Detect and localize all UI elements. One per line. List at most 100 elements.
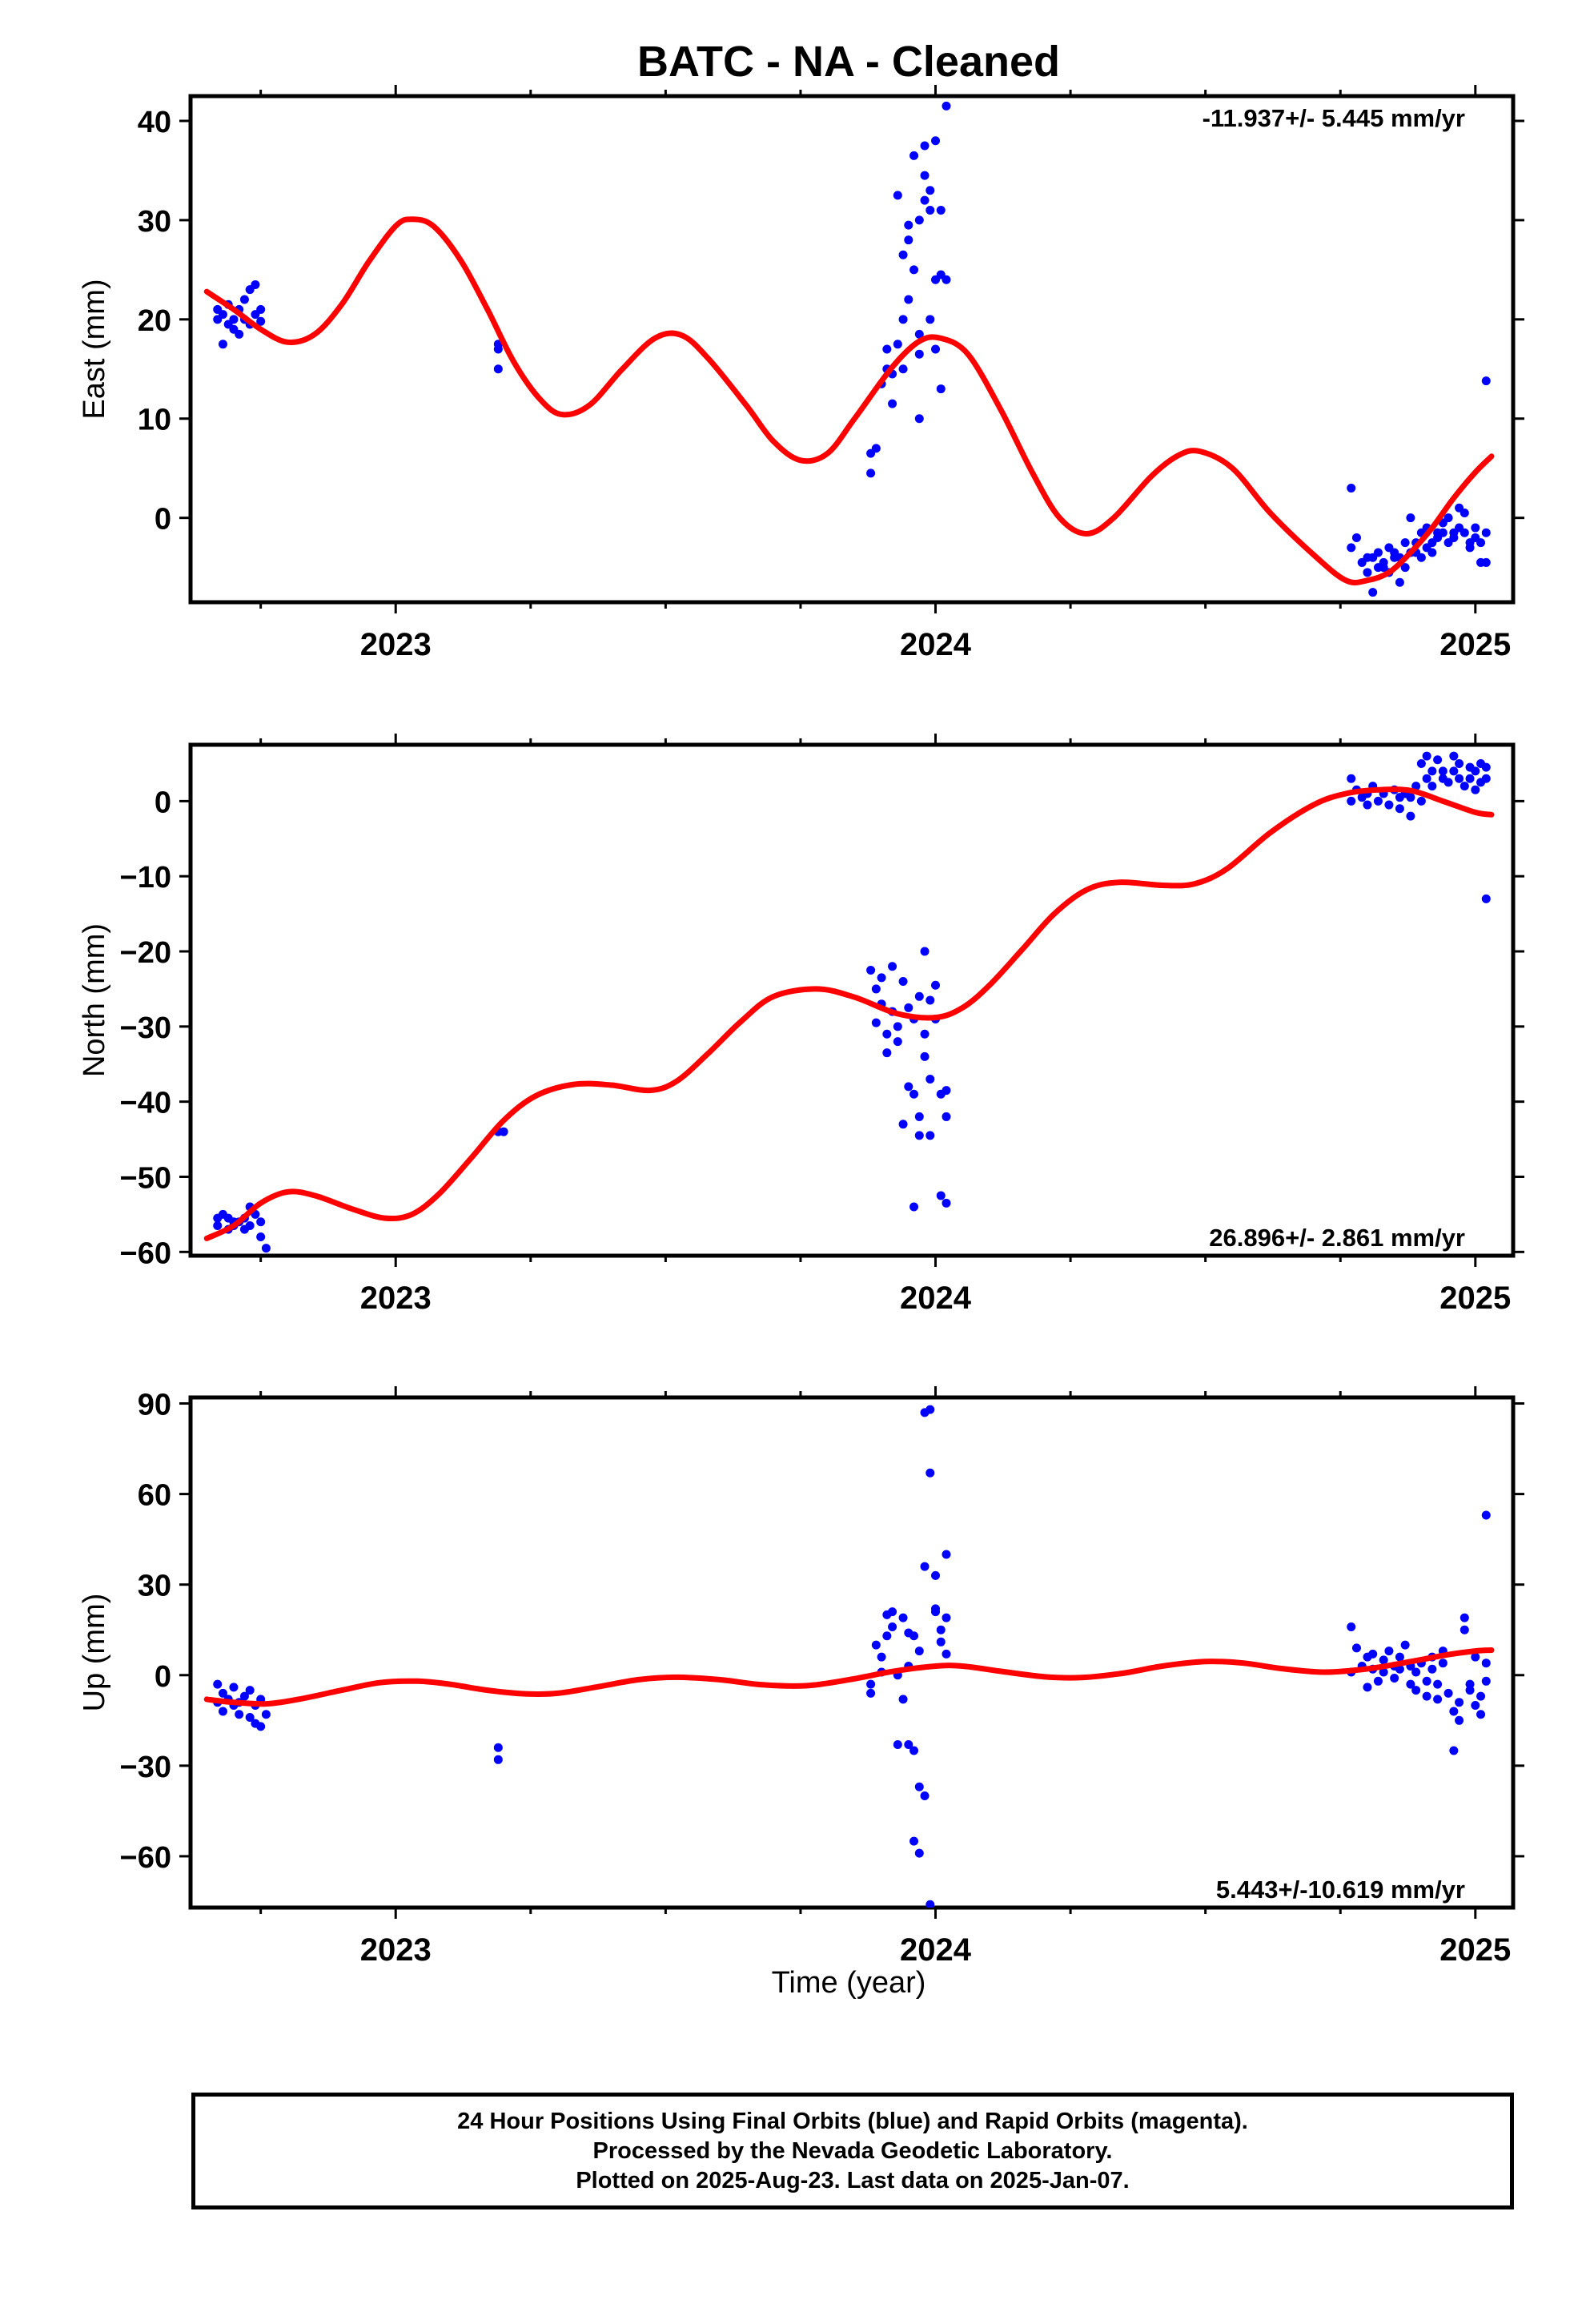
y-tick-label: −10 [120,861,171,895]
x-tick-label: 2023 [360,1932,432,1968]
data-point [1400,1640,1410,1650]
data-point [866,965,876,975]
x-tick-label: 2025 [1439,1932,1511,1968]
x-axis-label: Time (year) [772,1966,926,2000]
y-tick-label: 0 [155,786,171,819]
data-point [1422,751,1431,761]
y-tick-label: 20 [138,304,171,338]
data-point [888,962,897,971]
data-point [229,315,239,324]
data-point [877,973,886,983]
data-point [499,1127,508,1136]
data-point [1406,1679,1415,1689]
data-point [1379,1667,1388,1677]
data-point [898,1695,908,1704]
data-point [893,1037,902,1047]
panel-2: 2023 2024 2025 0 −10 −20 −30 −40 −50 −60 North (mm… [78,734,1524,1316]
data-point [909,151,919,160]
data-point [1438,1659,1447,1668]
x-tick-label: 2024 [900,627,972,662]
plot-frame [188,1395,1516,1910]
data-point [1481,762,1491,772]
data-point [920,1791,930,1801]
x-tick-label: 2025 [1439,1281,1511,1316]
data-point [942,1649,951,1659]
data-point [213,1220,223,1230]
data-point [256,316,266,326]
data-point [1395,1652,1404,1662]
data-point [239,295,249,304]
y-tick-label: 10 [138,404,171,437]
data-point [1347,774,1356,783]
data-point [1443,1688,1453,1698]
y-tick-label: 0 [155,1660,171,1694]
data-point [245,1686,255,1695]
data-point [898,250,908,259]
panels: 2023 2024 2025 0 10 20 30 40 East (mm) -11.937+/-… [78,85,1524,1968]
data-point [893,1022,902,1031]
data-point [1476,1691,1486,1701]
data-point [229,1683,239,1692]
data-point [218,340,227,349]
data-point [1427,1664,1437,1674]
data-point [914,215,924,225]
data-point [893,191,902,200]
data-point [904,1082,913,1092]
data-point [1373,548,1383,557]
data-point [898,1120,908,1129]
data-point [256,1232,266,1242]
data-point [1379,557,1388,567]
data-point [493,1743,503,1752]
footer-line-2: Processed by the Nevada Geodetic Laborat… [592,2137,1113,2164]
data-point [914,991,924,1001]
data-point [1395,1664,1404,1674]
data-point [1433,1679,1443,1689]
data-point [909,1202,919,1212]
data-point [866,1679,876,1689]
data-point [914,349,924,359]
data-point [1443,513,1453,523]
data-point [1465,1686,1475,1695]
data-point [493,364,503,374]
data-point [936,1637,946,1647]
data-point [1460,782,1469,791]
data-point [942,1550,951,1559]
rate-annotation: 26.896+/- 2.861 mm/yr [1209,1224,1465,1252]
data-point [1406,513,1415,523]
data-point [256,1722,266,1731]
y-axis-label: Up (mm) [78,1594,111,1712]
data-point [888,399,897,408]
data-point [920,1029,930,1039]
chart-title: BATC - NA - Cleaned [637,38,1060,86]
data-point [1481,557,1491,567]
data-point [1411,1667,1421,1677]
data-point [871,1640,881,1650]
data-point [1443,778,1453,787]
y-axis-label: East (mm) [78,279,111,419]
data-point [898,364,908,374]
data-point [1471,1700,1480,1710]
data-point [1416,758,1426,768]
data-point [1460,528,1469,537]
data-point [914,1782,924,1791]
fit-line [203,216,1495,586]
data-point [1455,774,1464,783]
data-point [914,1848,924,1858]
data-point [926,1131,935,1140]
rate-annotation: -11.937+/- 5.445 mm/yr [1203,104,1465,132]
data-point [920,1562,930,1571]
data-point [926,1405,935,1414]
data-point [931,980,941,990]
data-point [920,1051,930,1061]
data-point [493,1755,503,1764]
data-point [1455,1715,1464,1725]
data-point [1390,1674,1399,1683]
data-point [920,947,930,956]
data-point [1373,1676,1383,1686]
data-point [893,1739,902,1749]
data-point [1351,533,1361,542]
data-point [926,1075,935,1084]
y-tick-label: 60 [138,1479,171,1513]
data-point [1363,568,1372,577]
data-point [1427,766,1437,776]
